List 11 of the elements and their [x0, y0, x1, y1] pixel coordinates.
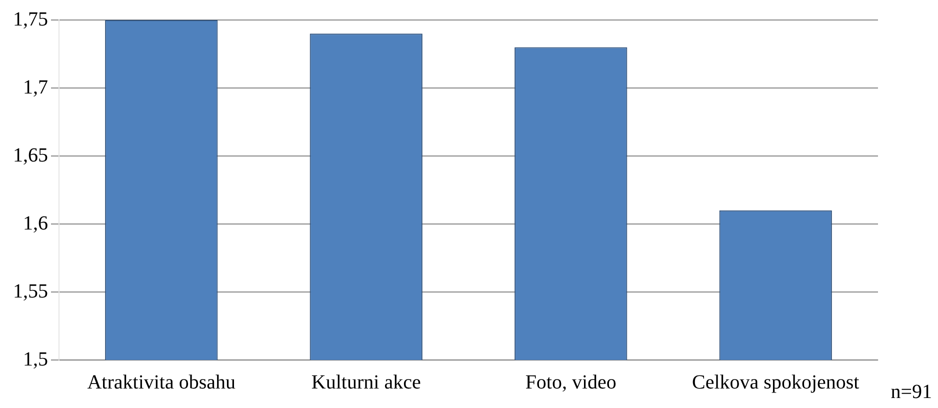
text: n=91: [890, 381, 932, 404]
y-tick-label: 1,5: [23, 348, 48, 370]
y-tick-label: 1,6: [23, 212, 48, 234]
x-tick-label: Celkova spokojenost: [692, 371, 860, 394]
y-tick-label: 1,65: [13, 144, 48, 166]
x-tick-label: Kulturni akce: [311, 371, 421, 394]
y-tick-label: 1,75: [13, 8, 48, 30]
x-tick-label: Atraktivita obsahu: [87, 371, 236, 394]
y-tick-label: 1,55: [13, 280, 48, 302]
y-tick-label: 1,7: [23, 76, 48, 98]
x-tick-label: Foto, video: [525, 371, 616, 394]
